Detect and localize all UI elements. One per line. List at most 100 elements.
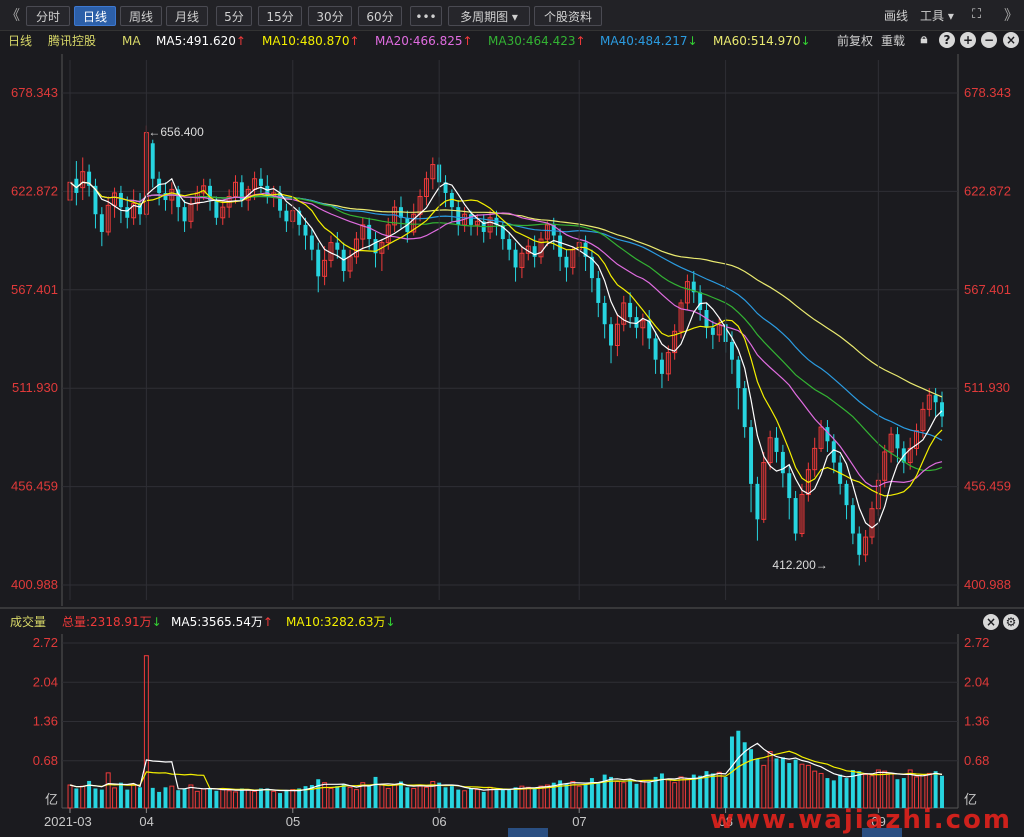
zoom-in-icon[interactable]: + xyxy=(960,32,976,48)
tab-3[interactable]: 月线 xyxy=(166,6,208,26)
candle-down xyxy=(780,451,785,474)
ma40-value: MA40:484.217↓ xyxy=(600,34,698,48)
candle-down xyxy=(857,533,862,555)
y-tick-label-left: 567.401 xyxy=(11,282,58,297)
overlay-button[interactable]: 重载 xyxy=(881,34,906,48)
candle-down xyxy=(844,483,849,506)
tab-1[interactable]: 日线 xyxy=(74,6,116,26)
vol-tick-label-left: 2.72 xyxy=(33,635,58,650)
tools-dropdown[interactable]: 工具 ▾ xyxy=(920,9,954,23)
candle-down xyxy=(157,178,162,193)
volume-bar-up xyxy=(226,790,232,809)
candle-down xyxy=(850,505,855,534)
candle-up xyxy=(926,394,932,410)
volume-settings-icon[interactable]: ⚙ xyxy=(1003,614,1019,630)
candle-down xyxy=(628,302,633,318)
volume-bar-down xyxy=(239,788,244,808)
lock-icon[interactable]: 🔒︎ xyxy=(920,32,928,47)
x-tick-label: 2021-03 xyxy=(44,814,92,829)
volume-bar-up xyxy=(914,776,920,809)
candle-down xyxy=(214,200,219,218)
candle-down xyxy=(118,192,123,208)
candle-up xyxy=(672,330,678,354)
volume-bar-up xyxy=(462,790,468,809)
y-tick-label-right: 400.988 xyxy=(964,577,1011,592)
volume-bar-down xyxy=(456,789,461,808)
volume-bar-down xyxy=(265,788,270,808)
candle-down xyxy=(755,483,760,520)
adjust-button[interactable]: 前复权 xyxy=(837,34,874,48)
tab-9[interactable]: 多周期图 ▾ xyxy=(448,6,530,26)
volume-bar-up xyxy=(423,786,429,809)
volume-bar-up xyxy=(385,787,391,809)
volume-bar-down xyxy=(469,788,473,808)
tab-7[interactable]: 60分 xyxy=(358,6,402,26)
volume-bar-down xyxy=(895,779,900,808)
volume-bar-down xyxy=(125,789,130,808)
tab-5[interactable]: 15分 xyxy=(258,6,302,26)
question-icon[interactable]: ? xyxy=(939,32,955,48)
volume-bar-down xyxy=(653,776,658,808)
volume-bar-down xyxy=(163,787,168,808)
volume-bar-down xyxy=(341,783,346,808)
zoom-out-icon[interactable]: − xyxy=(981,32,997,48)
vol-tick-label-left: 2.04 xyxy=(33,674,58,689)
fullscreen-icon[interactable]: ⛶ xyxy=(972,7,982,22)
candle-down xyxy=(583,242,588,257)
volume-bar-up xyxy=(926,772,932,809)
volume-bar-up xyxy=(672,782,678,809)
volume-bar-up xyxy=(328,787,334,809)
volume-bar-down xyxy=(532,788,537,808)
tab-8[interactable]: ••• xyxy=(410,6,442,26)
candle-up xyxy=(869,508,875,538)
candle-down xyxy=(729,341,734,360)
volume-bar-down xyxy=(589,778,594,808)
tab-10[interactable]: 个股资料 xyxy=(534,6,602,26)
volume-bar-down xyxy=(118,782,123,808)
tab-6[interactable]: 30分 xyxy=(308,6,352,26)
tab-4[interactable]: 5分 xyxy=(216,6,252,26)
candle-up xyxy=(799,494,805,535)
volume-close-icon[interactable]: × xyxy=(983,614,999,630)
volume-bar-down xyxy=(844,778,849,808)
ma5-line xyxy=(69,177,943,529)
volume-bar-up xyxy=(233,791,238,809)
candle-up xyxy=(678,302,684,332)
ma20-line xyxy=(69,181,943,487)
volume-bar-down xyxy=(793,759,798,808)
ma5-value: MA5:491.620↑ xyxy=(156,34,246,48)
volume-bar-down xyxy=(831,780,836,808)
volume-bar-up xyxy=(360,782,366,809)
draw-line-button[interactable]: 画线 xyxy=(884,9,909,23)
vol-tick-label-right: 亿 xyxy=(964,792,977,807)
volume-bar-down xyxy=(303,786,308,808)
y-tick-label-right: 678.343 xyxy=(964,85,1011,100)
volume-bar-down xyxy=(602,774,607,808)
candle-up xyxy=(430,164,436,180)
candle-down xyxy=(749,427,754,484)
tab-2[interactable]: 周线 xyxy=(120,6,162,26)
volume-bar-up xyxy=(888,772,894,809)
candle-down xyxy=(309,235,314,250)
candle-down xyxy=(125,207,130,218)
candle-down xyxy=(303,224,308,236)
watermark: www.wajiazhi.com xyxy=(709,805,1012,835)
nav-prev-icon[interactable]: 《 xyxy=(6,8,20,24)
x-tick-label: 06 xyxy=(432,814,446,829)
candle-up xyxy=(621,302,627,325)
close-icon[interactable]: × xyxy=(1003,32,1019,48)
volume-bar-up xyxy=(245,789,251,809)
candle-up xyxy=(767,437,773,464)
tab-0[interactable]: 分时 xyxy=(26,6,70,26)
volume-bar-down xyxy=(481,791,486,808)
candle-up xyxy=(201,185,207,194)
volume-bar-up xyxy=(818,772,824,809)
volume-bar-down xyxy=(405,787,410,808)
candle-up xyxy=(423,178,429,197)
candle-up xyxy=(812,447,818,471)
candle-up xyxy=(614,323,620,347)
y-tick-label-left: 511.930 xyxy=(12,380,58,395)
nav-next-icon[interactable]: 》 xyxy=(1004,8,1018,24)
vol-ma5-line xyxy=(69,742,943,792)
